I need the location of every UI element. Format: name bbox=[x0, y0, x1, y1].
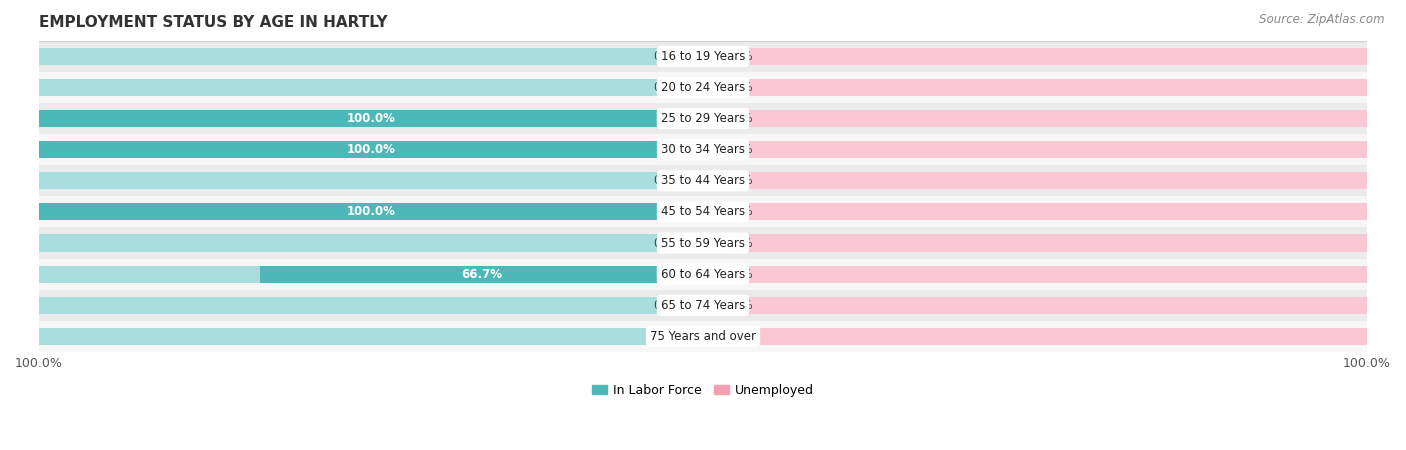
Bar bbox=[39, 266, 703, 283]
Bar bbox=[39, 110, 703, 127]
Text: 100.0%: 100.0% bbox=[346, 112, 395, 125]
Text: 30 to 34 Years: 30 to 34 Years bbox=[661, 143, 745, 156]
Text: 0.0%: 0.0% bbox=[723, 143, 752, 156]
Bar bbox=[39, 79, 703, 96]
Text: 0.0%: 0.0% bbox=[723, 268, 752, 281]
Text: 100.0%: 100.0% bbox=[346, 206, 395, 218]
Bar bbox=[703, 48, 1367, 65]
Text: 20 to 24 Years: 20 to 24 Years bbox=[661, 81, 745, 94]
Bar bbox=[703, 110, 1367, 127]
Text: 0.0%: 0.0% bbox=[723, 237, 752, 250]
Bar bbox=[39, 141, 703, 158]
Bar bbox=[39, 165, 1367, 196]
Bar bbox=[39, 290, 1367, 321]
Text: 0.0%: 0.0% bbox=[723, 112, 752, 125]
Bar bbox=[39, 103, 1367, 134]
Bar bbox=[39, 228, 1367, 259]
Text: 0.0%: 0.0% bbox=[723, 50, 752, 63]
Bar bbox=[703, 234, 1367, 252]
Bar bbox=[39, 110, 703, 127]
Bar bbox=[260, 266, 703, 283]
Text: 0.0%: 0.0% bbox=[654, 299, 683, 312]
Bar bbox=[39, 328, 703, 345]
Text: 0.0%: 0.0% bbox=[654, 330, 683, 343]
Bar bbox=[703, 79, 1367, 96]
Text: 60 to 64 Years: 60 to 64 Years bbox=[661, 268, 745, 281]
Text: 0.0%: 0.0% bbox=[723, 174, 752, 187]
Bar bbox=[39, 41, 1367, 72]
Text: 0.0%: 0.0% bbox=[654, 50, 683, 63]
Legend: In Labor Force, Unemployed: In Labor Force, Unemployed bbox=[586, 378, 820, 401]
Bar bbox=[703, 266, 1367, 283]
Text: Source: ZipAtlas.com: Source: ZipAtlas.com bbox=[1260, 14, 1385, 27]
Text: 66.7%: 66.7% bbox=[461, 268, 502, 281]
Bar bbox=[703, 328, 1367, 345]
Text: 0.0%: 0.0% bbox=[654, 237, 683, 250]
Text: 55 to 59 Years: 55 to 59 Years bbox=[661, 237, 745, 250]
Bar bbox=[39, 196, 1367, 228]
Bar bbox=[39, 141, 703, 158]
Bar bbox=[39, 297, 703, 314]
Bar bbox=[39, 234, 703, 252]
Bar bbox=[703, 203, 1367, 220]
Text: 0.0%: 0.0% bbox=[723, 330, 752, 343]
Text: 45 to 54 Years: 45 to 54 Years bbox=[661, 206, 745, 218]
Text: 100.0%: 100.0% bbox=[346, 143, 395, 156]
Bar bbox=[39, 259, 1367, 290]
Bar bbox=[39, 321, 1367, 352]
Text: 75 Years and over: 75 Years and over bbox=[650, 330, 756, 343]
Bar bbox=[39, 172, 703, 189]
Text: 0.0%: 0.0% bbox=[723, 81, 752, 94]
Bar bbox=[703, 172, 1367, 189]
Bar bbox=[39, 203, 703, 220]
Bar bbox=[703, 141, 1367, 158]
Bar bbox=[703, 297, 1367, 314]
Text: 16 to 19 Years: 16 to 19 Years bbox=[661, 50, 745, 63]
Text: 0.0%: 0.0% bbox=[654, 81, 683, 94]
Bar bbox=[39, 134, 1367, 165]
Text: 0.0%: 0.0% bbox=[723, 206, 752, 218]
Text: EMPLOYMENT STATUS BY AGE IN HARTLY: EMPLOYMENT STATUS BY AGE IN HARTLY bbox=[39, 15, 388, 30]
Text: 35 to 44 Years: 35 to 44 Years bbox=[661, 174, 745, 187]
Text: 25 to 29 Years: 25 to 29 Years bbox=[661, 112, 745, 125]
Bar bbox=[39, 72, 1367, 103]
Text: 0.0%: 0.0% bbox=[654, 174, 683, 187]
Text: 0.0%: 0.0% bbox=[723, 299, 752, 312]
Bar bbox=[39, 203, 703, 220]
Bar bbox=[39, 48, 703, 65]
Text: 65 to 74 Years: 65 to 74 Years bbox=[661, 299, 745, 312]
